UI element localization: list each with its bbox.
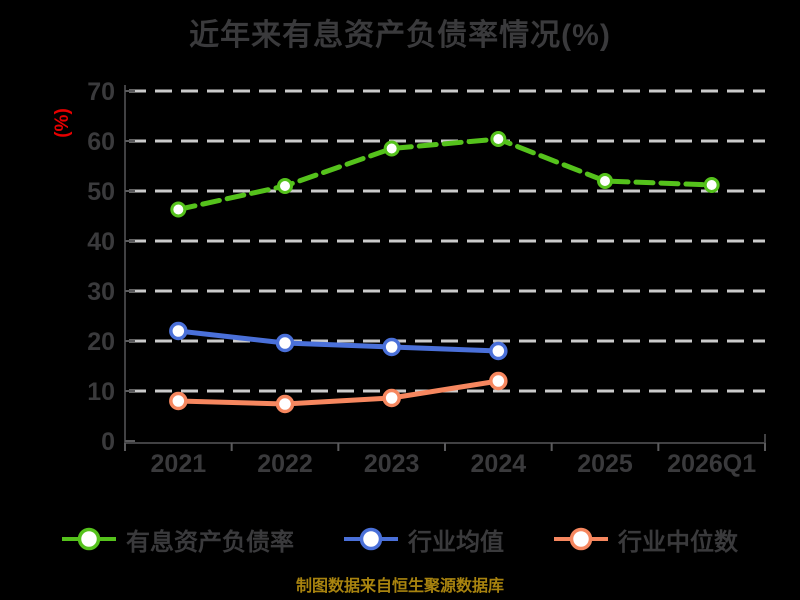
data-point-marker (382, 388, 401, 408)
data-point-marker (382, 337, 401, 357)
line-marker-icon (344, 527, 398, 551)
data-point-marker (275, 394, 295, 414)
data-point-marker (275, 333, 295, 353)
legend-item-company-ratio: 有息资产负债率 (62, 522, 294, 557)
legend-item-industry-median: 行业中位数 (554, 522, 738, 557)
x-tick-label: 2022 (257, 450, 313, 478)
data-point-marker (489, 371, 508, 391)
data-point-marker (170, 201, 187, 218)
y-tick-label: 50 (87, 178, 115, 206)
data-source-note: 制图数据来自恒生聚源数据库 (295, 578, 504, 595)
line-marker-icon (554, 527, 608, 551)
data-point-marker (489, 341, 508, 361)
line-marker-icon (62, 527, 116, 551)
data-point-marker (277, 178, 293, 194)
legend-label: 有息资产负债率 (126, 528, 294, 556)
data-point-marker (703, 177, 720, 193)
y-tick-label: 60 (87, 128, 115, 156)
data-point-marker (169, 321, 188, 341)
y-tick-label: 40 (87, 228, 115, 256)
data-point-marker (383, 140, 400, 157)
x-tick-label: 2026Q1 (667, 450, 756, 478)
y-tick-label: 20 (87, 328, 115, 356)
x-tick-label: 2021 (151, 450, 207, 478)
series-line-0 (175, 136, 715, 212)
series-line-1 (175, 328, 501, 354)
legend-item-industry-mean: 行业均值 (344, 522, 504, 557)
data-point-marker (490, 131, 507, 147)
y-tick-label: 10 (87, 378, 115, 406)
y-tick-label: 0 (101, 428, 115, 456)
legend-label: 行业中位数 (618, 528, 738, 556)
y-tick-label: 70 (87, 78, 115, 106)
legend-label: 行业均值 (408, 528, 504, 556)
x-tick-label: 2025 (577, 450, 633, 478)
x-tick-label: 2023 (364, 450, 420, 478)
x-tick-label: 2024 (471, 450, 527, 478)
series-line-2 (175, 378, 501, 407)
y-tick-label: 30 (87, 278, 115, 306)
chart-title: 近年来有息资产负债率情况(%) (189, 19, 611, 52)
data-point-marker (169, 391, 188, 411)
data-point-marker (597, 173, 613, 189)
chart-legend: 有息资产负债率 行业均值 行业中位数 (0, 516, 800, 562)
